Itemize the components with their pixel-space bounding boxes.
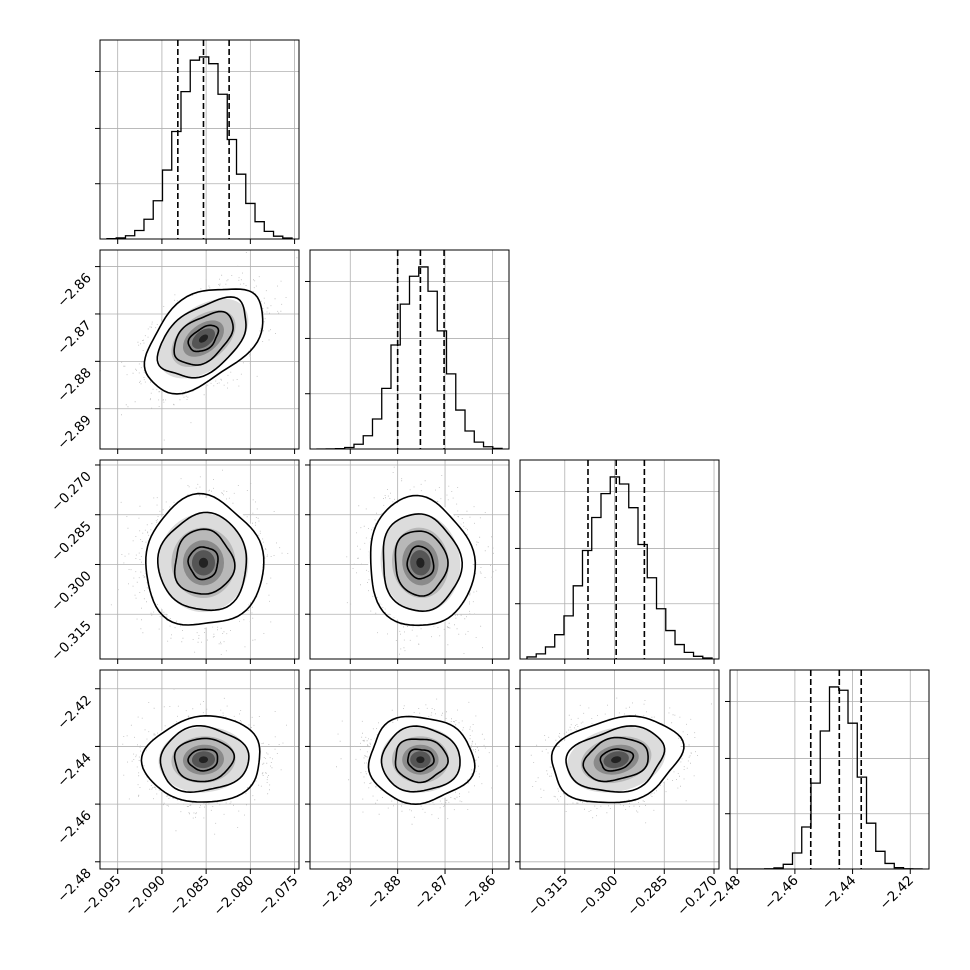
x-tick-label: −2.42 [877,873,918,914]
y-tick-label: −2.44 [54,750,95,791]
contour-panel-3-1 [305,669,510,874]
panel-frame [309,249,510,450]
contour-panel-3-2 [515,669,720,874]
histogram-panel-2 [515,459,720,664]
panel-frame [99,249,300,450]
x-tick-label: −2.075 [255,873,302,920]
histogram-bars [316,266,503,449]
contour-panel-2-0 [95,459,300,664]
density-fill [368,497,473,628]
x-tick-label: −2.46 [761,873,802,914]
panel-frame [99,459,300,660]
x-tick-label: −2.88 [364,873,405,914]
y-tick-label: −2.89 [54,412,95,453]
x-tick-label: −2.86 [459,873,500,914]
y-tick-label: −2.42 [54,692,95,733]
panel-frame [519,459,720,660]
contour-panel-2-1 [305,459,510,664]
x-tick-label: −2.44 [819,873,860,914]
contour-lines [369,494,477,627]
density-fill [368,716,473,803]
x-tick-label: −2.89 [317,873,358,914]
x-tick-label: −2.085 [166,873,213,920]
contour-panel-1-0 [95,249,300,454]
histogram-bars [106,56,293,239]
x-tick-label: −2.090 [122,873,169,920]
x-tick-label: −2.080 [211,873,258,920]
y-tick-label: −2.88 [54,365,95,406]
y-tick-label: −0.300 [48,568,95,615]
histogram-bars [736,686,923,869]
x-tick-label: −0.315 [525,873,572,920]
y-tick-label: −0.315 [48,618,95,665]
histogram-panel-0 [95,39,300,244]
y-tick-label: −2.87 [54,317,95,358]
density-fill [551,716,682,803]
panel-frame [309,669,510,870]
x-tick-label: −0.300 [575,873,622,920]
histogram-bars [526,476,713,659]
contour-lines [143,288,264,395]
contour-lines [140,714,261,803]
contour-lines [367,715,476,806]
contour-lines [550,715,685,804]
x-tick-label: −0.285 [624,873,671,920]
y-tick-label: −2.86 [54,270,95,311]
y-tick-label: −0.285 [48,518,95,565]
panel-frame [309,459,510,660]
contour-lines [144,492,265,626]
y-tick-label: −0.270 [48,468,95,515]
panel-frame [99,669,300,870]
histogram-panel-3 [725,669,930,874]
contour-panel-3-0 [95,669,300,874]
panel-frame [519,669,720,870]
density-fill [144,497,263,628]
density-fill [144,716,263,803]
y-tick-label: −2.46 [54,808,95,849]
histogram-panel-1 [305,249,510,454]
x-tick-label: −2.87 [411,873,452,914]
panel-frame [99,39,300,240]
panel-frame [729,669,930,870]
